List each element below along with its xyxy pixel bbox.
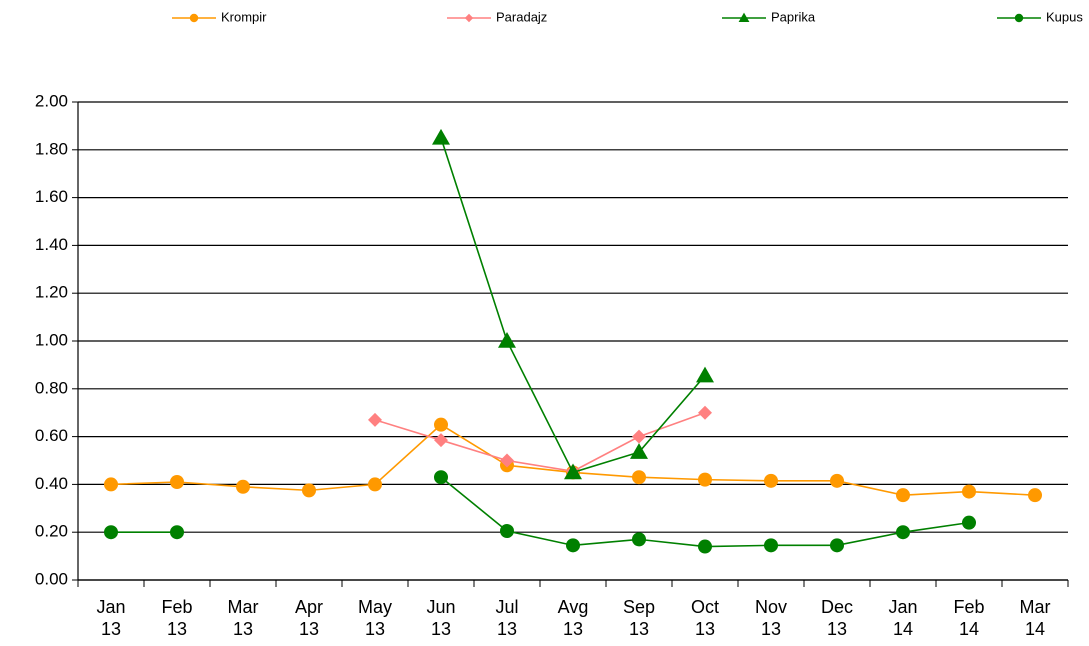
marker: [464, 13, 474, 23]
marker: [698, 472, 712, 487]
y-tick-label: 0.80: [35, 378, 68, 397]
marker: [498, 332, 516, 348]
legend-label: Paradajz: [496, 9, 547, 24]
x-tick-label: Jun 13: [426, 597, 456, 639]
x-tick-label: Nov 13: [754, 597, 787, 639]
marker: [896, 488, 910, 503]
x-tick-label: Jan 13: [96, 597, 126, 639]
marker: [962, 484, 976, 499]
y-tick-label: 1.00: [35, 330, 68, 349]
x-tick-label: Mar 13: [227, 597, 259, 639]
marker: [566, 538, 580, 553]
x-tick-label: Jan 14: [888, 597, 918, 639]
marker: [764, 538, 778, 553]
y-tick-label: 0.00: [35, 569, 68, 588]
marker: [896, 525, 910, 540]
marker: [368, 477, 382, 492]
marker: [698, 539, 712, 554]
marker: [500, 524, 514, 539]
marker: [434, 433, 448, 448]
marker: [830, 538, 844, 553]
x-tick-label: Mar 14: [1019, 597, 1051, 639]
marker: [302, 483, 316, 498]
marker: [368, 412, 382, 427]
y-tick-label: 1.60: [35, 187, 68, 206]
y-tick-label: 0.40: [35, 474, 68, 493]
legend-label: Krompir: [221, 9, 267, 24]
marker: [1014, 13, 1024, 23]
marker: [189, 13, 199, 23]
legend-label: Kupus: [1046, 9, 1083, 24]
x-tick-label: Oct 13: [690, 597, 719, 639]
series-line: [374, 411, 706, 473]
y-tick-label: 1.80: [35, 139, 68, 158]
marker: [632, 429, 646, 444]
marker: [698, 405, 712, 420]
y-tick-label: 1.20: [35, 283, 68, 302]
marker: [432, 128, 450, 145]
marker: [738, 12, 750, 23]
marker: [500, 453, 514, 468]
marker: [830, 473, 844, 488]
x-tick-label: May 13: [357, 597, 392, 639]
x-tick-label: Feb 14: [953, 597, 985, 639]
x-tick-label: Avg 13: [557, 597, 589, 639]
legend-label: Paprika: [771, 9, 816, 24]
marker: [764, 473, 778, 488]
series-line: [440, 137, 706, 474]
y-tick-label: 0.20: [35, 522, 68, 541]
marker: [434, 417, 448, 432]
marker: [434, 470, 448, 485]
series-line: [440, 476, 970, 548]
marker: [632, 532, 646, 547]
x-tick-label: Dec 13: [820, 597, 853, 639]
y-tick-label: 2.00: [35, 91, 68, 110]
marker: [564, 463, 582, 480]
marker: [632, 470, 646, 485]
y-tick-label: 0.60: [35, 426, 68, 445]
x-tick-label: Apr 13: [294, 597, 323, 639]
marker: [696, 366, 714, 383]
marker: [630, 443, 648, 459]
marker: [104, 477, 118, 492]
marker: [236, 479, 250, 494]
marker: [962, 515, 976, 530]
marker: [170, 525, 184, 540]
y-tick-label: 1.40: [35, 235, 68, 254]
x-tick-label: Feb 13: [161, 597, 193, 639]
x-tick-label: Sep 13: [622, 597, 656, 639]
marker: [1028, 488, 1042, 503]
marker: [170, 475, 184, 490]
x-tick-label: Jul 13: [495, 597, 519, 639]
marker: [104, 525, 118, 540]
